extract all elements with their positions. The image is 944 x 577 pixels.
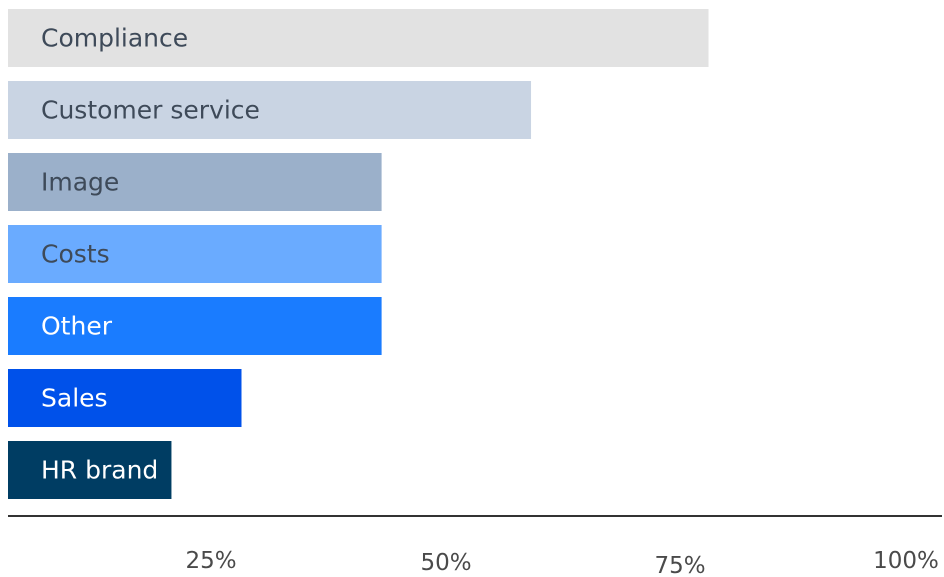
bar-label: Sales [41,384,108,413]
bars-group: Compliance Customer service Image Costs Othe… [8,9,709,499]
x-tick-label: 100% [873,548,939,574]
x-tick-label: 75% [654,553,705,577]
x-tick-label: 25% [185,548,236,574]
x-axis-ticks: 25% 50% 75% 100% [185,548,938,577]
bar-label: Other [41,312,113,341]
bar-label: Compliance [41,24,188,53]
bar-hr-brand [8,441,172,499]
bar-label: Costs [41,240,110,269]
bar-image [8,153,382,211]
bar-customer-service [8,81,532,139]
bar-label: Customer service [41,96,260,125]
bar-sales [8,369,242,427]
bar-other [8,297,382,355]
bar-label: Image [41,168,119,197]
bar-compliance [8,9,709,67]
bar-label: HR brand [41,456,158,485]
x-tick-label: 50% [420,550,471,576]
bar-costs [8,225,382,283]
